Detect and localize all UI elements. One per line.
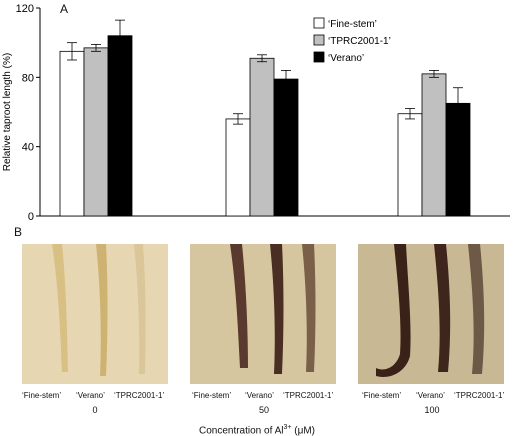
root-photo-0-image xyxy=(22,244,168,384)
root-label-50-tprc: ‘TPRC2001-1’ xyxy=(283,391,334,400)
y-tick-label-0: 0 xyxy=(28,211,34,223)
panel-a-label: A xyxy=(60,2,69,16)
panel-b-x-axis-title: Concentration of Al3+ (μM) xyxy=(0,424,514,436)
bar-2-1 xyxy=(273,78,299,217)
bar-2-0 xyxy=(107,35,133,217)
legend-label-0: ‘Fine-stem’ xyxy=(328,19,377,30)
x-title-superscript: 3+ xyxy=(283,424,292,431)
y-axis-title: Relative taproot length (%) xyxy=(2,53,13,171)
root-label-50-fine-stem: ‘Fine-stem’ xyxy=(192,391,232,400)
root-label-50-verano: ‘Verano’ xyxy=(245,391,274,400)
bar-0-1 xyxy=(225,118,251,217)
bar-0-0 xyxy=(59,50,85,217)
bar-1-1 xyxy=(249,57,275,217)
bar-0-2 xyxy=(397,113,423,217)
root-photo-100 xyxy=(358,244,504,384)
legend-swatch-0 xyxy=(313,17,325,29)
root-photo-100-image xyxy=(358,244,504,384)
legend-label-2: ‘Verano’ xyxy=(328,53,364,64)
panel-a-bar-chart: 0 40 80 120 Relative taproot length (%) ‘Fine… xyxy=(2,3,510,223)
x-title-prefix: Concentration of Al xyxy=(198,425,284,436)
root-photo-50 xyxy=(190,244,336,384)
root-label-100-verano: ‘Verano’ xyxy=(416,391,445,400)
concentration-label-0: 0 xyxy=(92,405,98,415)
y-tick-label-1: 40 xyxy=(22,142,34,154)
concentration-label-100: 100 xyxy=(424,405,440,415)
bar-2-2 xyxy=(445,102,471,217)
bar-1-2 xyxy=(421,73,447,217)
root-label-100-fine-stem: ‘Fine-stem’ xyxy=(362,391,402,400)
y-tick-label-3: 120 xyxy=(16,3,34,15)
bar-1-0 xyxy=(83,47,109,217)
root-photo-0 xyxy=(22,244,168,384)
root-label-100-tprc: ‘TPRC2001-1’ xyxy=(454,391,505,400)
legend-swatch-1 xyxy=(313,34,325,46)
root-photo-50-image xyxy=(190,244,336,384)
x-title-unit: (μM) xyxy=(291,425,315,436)
legend-swatch-2 xyxy=(313,51,325,63)
root-label-0-verano: ‘Verano’ xyxy=(76,391,105,400)
root-label-0-fine-stem: ‘Fine-stem’ xyxy=(22,391,62,400)
panel-b-label: B xyxy=(14,225,23,239)
y-tick-label-2: 80 xyxy=(22,72,34,84)
concentration-label-50: 50 xyxy=(258,405,269,415)
root-label-0-tprc: ‘TPRC2001-1’ xyxy=(114,391,165,400)
legend-label-1: ‘TPRC2001-1’ xyxy=(328,36,391,47)
